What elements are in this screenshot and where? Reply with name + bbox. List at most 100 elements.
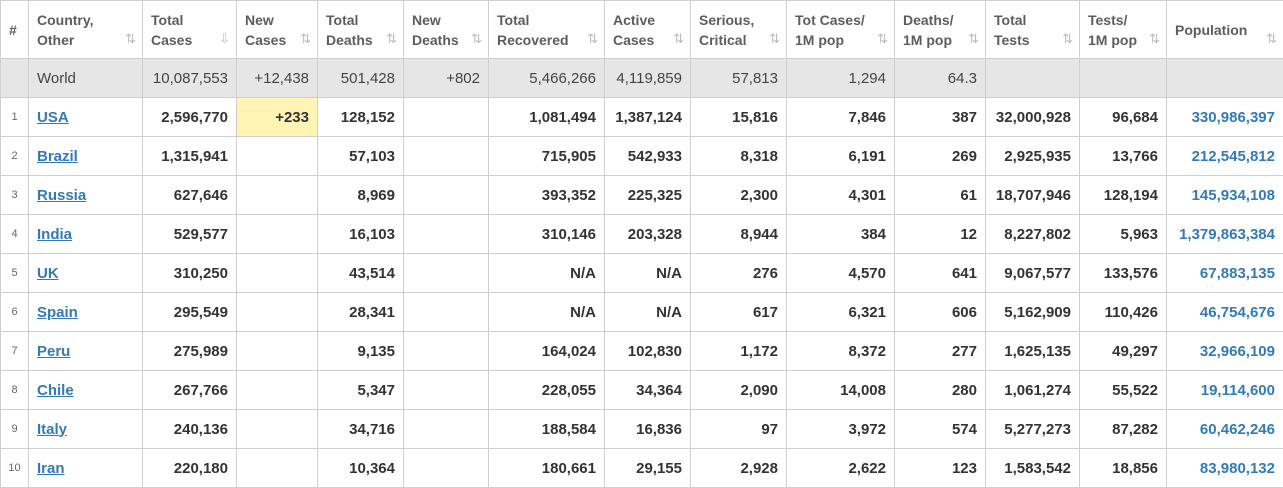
header-label-line2: Recovered xyxy=(497,31,569,48)
cell-population: 46,754,676 xyxy=(1166,292,1283,332)
column-header-new-deaths[interactable]: New Deaths ⇅ xyxy=(403,0,489,59)
sort-icon[interactable]: ⇅ xyxy=(471,31,482,46)
sort-icon[interactable]: ⇅ xyxy=(1266,31,1277,46)
table-header: # Country, Other ⇅ Total Cases ⇩ New Cases ⇅ Total… xyxy=(0,0,1283,59)
cell-rank: 5 xyxy=(0,253,29,293)
cell-cases-per-1m: 3,972 xyxy=(786,409,895,449)
cell-total-cases: 310,250 xyxy=(142,253,237,293)
column-header-deaths-per-1m[interactable]: Deaths/1M pop ⇅ xyxy=(894,0,986,59)
world-row: World 10,087,553 +12,438 501,428 +802 5,466,2… xyxy=(0,58,1283,98)
country-link[interactable]: Russia xyxy=(37,186,87,204)
cell-tests-per-1m: 13,766 xyxy=(1079,136,1167,176)
cell-active-cases: 542,933 xyxy=(604,136,691,176)
column-header-new-cases[interactable]: New Cases ⇅ xyxy=(236,0,318,59)
cell-new-cases xyxy=(236,292,318,332)
cell-total-cases: 2,596,770 xyxy=(142,97,237,137)
header-label-line2: 1M pop xyxy=(1088,31,1137,48)
cell-rank: 8 xyxy=(0,370,29,410)
cell-deaths-per-1m: 12 xyxy=(894,214,986,254)
sort-icon[interactable]: ⇅ xyxy=(769,31,780,46)
cell-active-cases: 1,387,124 xyxy=(604,97,691,137)
sort-icon[interactable]: ⇅ xyxy=(125,31,136,46)
cell-rank: 1 xyxy=(0,97,29,137)
cell-total-deaths: 501,428 xyxy=(317,58,404,98)
cell-deaths-per-1m: 574 xyxy=(894,409,986,449)
cell-population: 1,379,863,384 xyxy=(1166,214,1283,254)
country-link[interactable]: Italy xyxy=(37,420,68,438)
country-link[interactable]: Peru xyxy=(37,342,71,360)
sort-icon[interactable]: ⇅ xyxy=(386,31,397,46)
cell-tests-per-1m: 55,522 xyxy=(1079,370,1167,410)
cell-country: USA xyxy=(28,97,143,137)
country-link[interactable]: Chile xyxy=(37,381,74,399)
column-header-population[interactable]: Population ⇅ xyxy=(1166,0,1283,59)
cell-total-recovered: N/A xyxy=(488,253,605,293)
cell-country: Russia xyxy=(28,175,143,215)
cell-total-recovered: 310,146 xyxy=(488,214,605,254)
sort-icon[interactable]: ⇅ xyxy=(673,31,684,46)
column-header-active-cases[interactable]: Active Cases ⇅ xyxy=(604,0,691,59)
cell-total-recovered: 228,055 xyxy=(488,370,605,410)
cell-cases-per-1m: 8,372 xyxy=(786,331,895,371)
cell-active-cases: 34,364 xyxy=(604,370,691,410)
column-header-total-deaths[interactable]: Total Deaths ⇅ xyxy=(317,0,404,59)
country-link[interactable]: Brazil xyxy=(37,147,78,165)
country-link[interactable]: India xyxy=(37,225,73,243)
cell-cases-per-1m: 7,846 xyxy=(786,97,895,137)
sort-icon[interactable]: ⇅ xyxy=(968,31,979,46)
cell-population: 32,966,109 xyxy=(1166,331,1283,371)
country-link[interactable]: Iran xyxy=(37,459,65,477)
sort-icon[interactable]: ⇅ xyxy=(587,31,598,46)
cell-cases-per-1m: 14,008 xyxy=(786,370,895,410)
cell-rank: 10 xyxy=(0,448,29,488)
cell-total-cases: 10,087,553 xyxy=(142,58,237,98)
cell-country: India xyxy=(28,214,143,254)
cell-new-deaths xyxy=(403,175,489,215)
column-header-tests-per-1m[interactable]: Tests/1M pop ⇅ xyxy=(1079,0,1167,59)
sort-icon[interactable]: ⇅ xyxy=(1062,31,1073,46)
cell-active-cases: 16,836 xyxy=(604,409,691,449)
cell-new-cases xyxy=(236,370,318,410)
sort-icon[interactable]: ⇅ xyxy=(877,31,888,46)
cell-total-deaths: 5,347 xyxy=(317,370,404,410)
cell-country: UK xyxy=(28,253,143,293)
cell-total-cases: 295,549 xyxy=(142,292,237,332)
cell-new-deaths xyxy=(403,370,489,410)
cell-active-cases: N/A xyxy=(604,292,691,332)
table-row: 9 Italy 240,136 34,716 188,584 16,836 97 3,972 5… xyxy=(0,409,1283,449)
cell-total-recovered: 164,024 xyxy=(488,331,605,371)
cell-country: Brazil xyxy=(28,136,143,176)
column-header-cases-per-1m[interactable]: Tot Cases/1M pop ⇅ xyxy=(786,0,895,59)
cell-rank: 4 xyxy=(0,214,29,254)
cell-new-deaths xyxy=(403,409,489,449)
cell-active-cases: 102,830 xyxy=(604,331,691,371)
header-label-line1: Active xyxy=(613,11,656,28)
country-link[interactable]: Spain xyxy=(37,303,78,321)
cell-new-cases xyxy=(236,331,318,371)
column-header-total-cases[interactable]: Total Cases ⇩ xyxy=(142,0,237,59)
country-link[interactable]: USA xyxy=(37,108,69,126)
cell-tests-per-1m: 87,282 xyxy=(1079,409,1167,449)
column-header-country[interactable]: Country, Other ⇅ xyxy=(28,0,143,59)
header-label-line1: Total xyxy=(497,11,530,28)
sort-icon[interactable]: ⇅ xyxy=(1149,31,1160,46)
cell-new-deaths xyxy=(403,331,489,371)
column-header-total-tests[interactable]: Total Tests ⇅ xyxy=(985,0,1080,59)
cell-new-deaths xyxy=(403,292,489,332)
column-header-total-recovered[interactable]: Total Recovered ⇅ xyxy=(488,0,605,59)
country-link[interactable]: UK xyxy=(37,264,59,282)
cell-total-cases: 267,766 xyxy=(142,370,237,410)
sort-icon[interactable]: ⇩ xyxy=(219,31,230,46)
cell-serious: 276 xyxy=(690,253,787,293)
cell-population: 19,114,600 xyxy=(1166,370,1283,410)
column-header-serious-critical[interactable]: Serious, Critical ⇅ xyxy=(690,0,787,59)
header-label-line2: 1M pop xyxy=(903,31,952,48)
cell-deaths-per-1m: 277 xyxy=(894,331,986,371)
table-row: 10 Iran 220,180 10,364 180,661 29,155 2,928 2,6… xyxy=(0,448,1283,488)
sort-icon[interactable]: ⇅ xyxy=(300,31,311,46)
cell-deaths-per-1m: 641 xyxy=(894,253,986,293)
cell-population xyxy=(1166,58,1283,98)
cell-rank: 6 xyxy=(0,292,29,332)
cell-new-cases xyxy=(236,214,318,254)
cell-tests-per-1m: 110,426 xyxy=(1079,292,1167,332)
